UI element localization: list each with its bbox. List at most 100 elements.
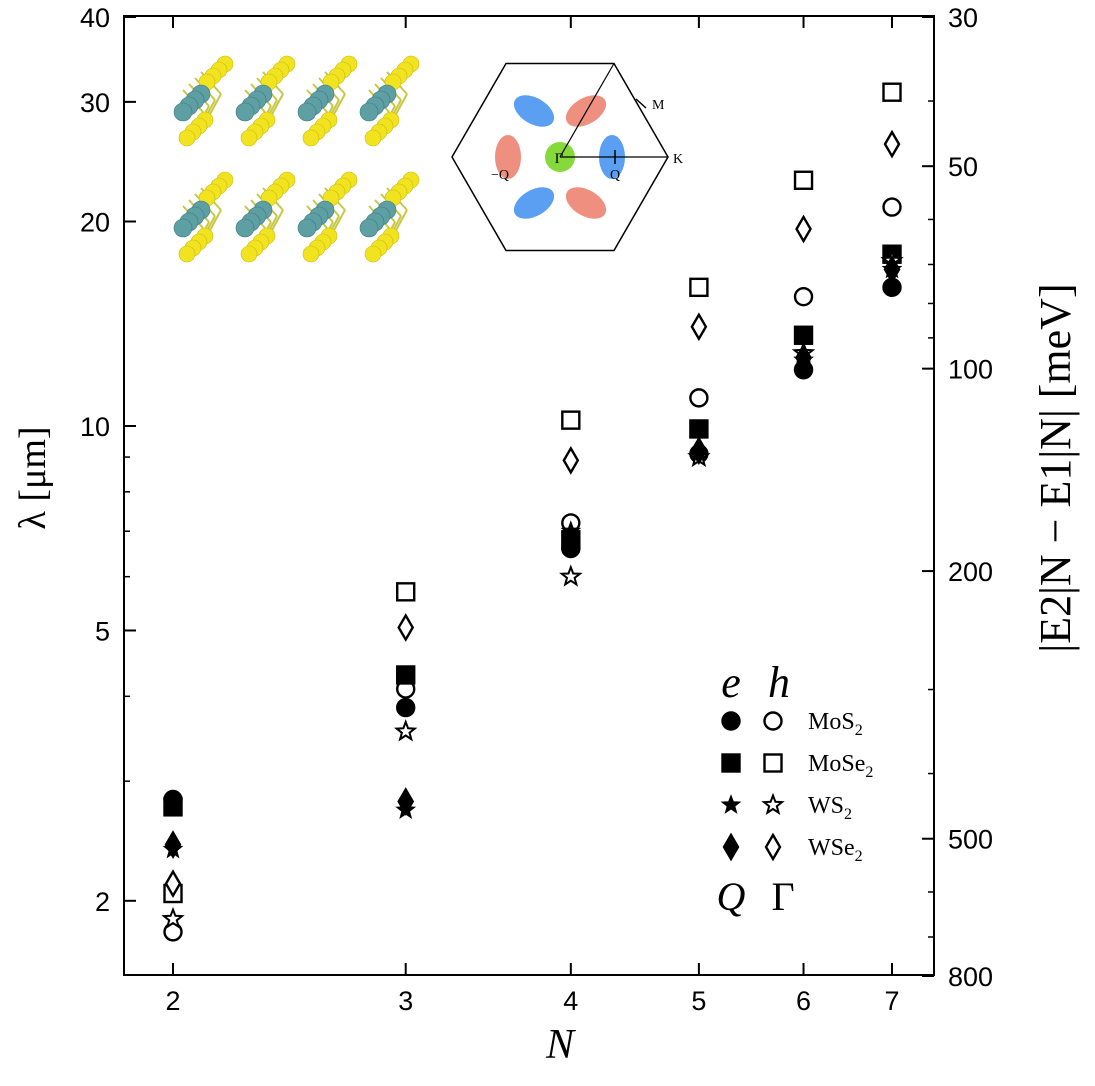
- x-tick-label: 5: [691, 986, 706, 1016]
- structure-metal-atom: [235, 102, 255, 122]
- x-axis-label: N: [545, 1022, 576, 1068]
- legend-marker-open: [761, 792, 785, 816]
- data-point-wse2-h: [397, 613, 415, 642]
- structure-bond: [208, 93, 222, 117]
- data-points: [161, 82, 904, 942]
- bz-valley-pocket: [495, 135, 521, 179]
- structure-metal-atom: [173, 102, 193, 122]
- structure-chalcogen-atom: [178, 129, 196, 147]
- legend-marker-open: [764, 832, 782, 862]
- structure-chalcogen-atom: [178, 245, 196, 263]
- legend-header-h: h: [768, 658, 790, 707]
- data-point-wse2-e: [690, 436, 708, 465]
- y-right-tick-label: 800: [948, 962, 993, 992]
- y-left-tick-label: 30: [80, 88, 110, 118]
- y-right-tick-label: 500: [948, 825, 993, 855]
- data-point-wse2-h: [795, 214, 812, 244]
- x-tick-label: 2: [165, 986, 180, 1016]
- structure-chalcogen-atom: [364, 129, 382, 147]
- legend-label: MoSe2: [808, 751, 873, 781]
- structure-chalcogen-atom: [240, 245, 258, 263]
- structure-bond: [270, 93, 284, 117]
- legend-marker-filled: [722, 832, 740, 862]
- data-point-wse2-e: [883, 255, 901, 284]
- plot-frame: [123, 15, 935, 976]
- bz-valley-pocket: [565, 187, 607, 219]
- structure-metal-atom: [235, 218, 255, 238]
- data-point-ws2-h: [161, 906, 185, 929]
- legend-footer-gamma: Γ: [771, 874, 794, 919]
- bz-label-gamma: Γ: [555, 151, 564, 167]
- data-point-mos2-h: [689, 388, 709, 408]
- data-point-wse2-e: [164, 830, 182, 859]
- crystal-structure-inset: [173, 55, 420, 263]
- y-right-tick-label: 50: [948, 152, 978, 182]
- legend-label: MoS2: [808, 709, 863, 739]
- data-point-mose2-h: [561, 410, 581, 430]
- data-point-mos2-h: [882, 197, 902, 217]
- bz-gamma-m-line: [559, 63, 615, 158]
- y-left-tick-label: 20: [80, 207, 110, 237]
- y-right-axis-label: |E2|N − E1|N| [meV]: [1031, 283, 1080, 652]
- structure-metal-atom: [297, 218, 317, 238]
- structure-metal-atom: [173, 218, 193, 238]
- data-point-mose2-h: [882, 82, 902, 102]
- legend-marker-open: [763, 753, 783, 773]
- legend-marker-filled: [720, 794, 742, 814]
- data-point-mose2-h: [396, 582, 416, 602]
- legend-marker-open: [763, 711, 783, 731]
- x-tick-label: 4: [563, 986, 578, 1016]
- y-right-tick-label: 200: [948, 557, 993, 587]
- bz-label-k: K: [673, 152, 683, 167]
- data-point-wse2-e: [795, 343, 812, 373]
- legend-label-sub: 2: [855, 848, 863, 865]
- structure-chalcogen-atom: [240, 129, 258, 147]
- data-point-mose2-h: [793, 170, 814, 190]
- data-point-wse2-e: [562, 529, 580, 559]
- legend-header-e: e: [721, 658, 741, 707]
- y-left-axis-label: λ [μm]: [12, 426, 54, 529]
- bz-m-tick: [635, 98, 647, 109]
- structure-metal-atom: [297, 102, 317, 122]
- axes: 2 5 10 20 30 40 30 50 100 200 500 800 2 3 4 5 6 7 Nλ [μm] |…: [12, 3, 1080, 1068]
- data-point-mos2-e: [396, 697, 416, 718]
- data-point-wse2-h: [562, 445, 580, 475]
- data-point-wse2-h: [883, 129, 901, 159]
- x-tick-label: 6: [796, 986, 811, 1016]
- structure-bond: [394, 209, 408, 233]
- y-right-tick-label: 100: [948, 355, 993, 385]
- data-point-wse2-h: [164, 869, 182, 898]
- data-point-mose2-e: [689, 419, 709, 439]
- legend-marker-filled: [721, 711, 741, 731]
- data-point-mose2-e: [163, 797, 183, 817]
- bz-valley-pocket: [513, 187, 555, 219]
- data-point-mos2-h: [793, 286, 814, 307]
- structure-chalcogen-atom: [302, 129, 320, 147]
- structure-bond: [332, 93, 346, 117]
- brillouin-zone-inset: Γ M K Q −Q: [451, 62, 683, 252]
- legend-label-base: MoS: [808, 709, 855, 735]
- structure-bond: [394, 93, 408, 117]
- data-point-wse2-h: [690, 312, 708, 342]
- legend-label-base: MoSe: [808, 751, 865, 777]
- structure-bond: [332, 209, 346, 233]
- structure-chalcogen-atom: [364, 245, 382, 263]
- data-point-ws2-h: [394, 719, 418, 742]
- structure-layer: [173, 171, 420, 263]
- legend-footer-q: Q: [717, 874, 746, 919]
- structure-metal-atom: [359, 218, 379, 238]
- y-left-tick-label: 10: [80, 412, 110, 442]
- x-tick-label: 7: [884, 986, 899, 1016]
- legend-label-base: WS: [808, 793, 844, 819]
- structure-metal-atom: [359, 102, 379, 122]
- structure-bond: [270, 209, 284, 233]
- y-left-tick-label: 40: [80, 3, 110, 33]
- legend-label-sub: 2: [844, 806, 852, 823]
- bz-label-minus-q: −Q: [491, 168, 509, 183]
- y-right-tick-label: 30: [948, 3, 978, 33]
- y-left-tick-label: 5: [95, 616, 110, 646]
- legend-label: WSe2: [808, 835, 863, 865]
